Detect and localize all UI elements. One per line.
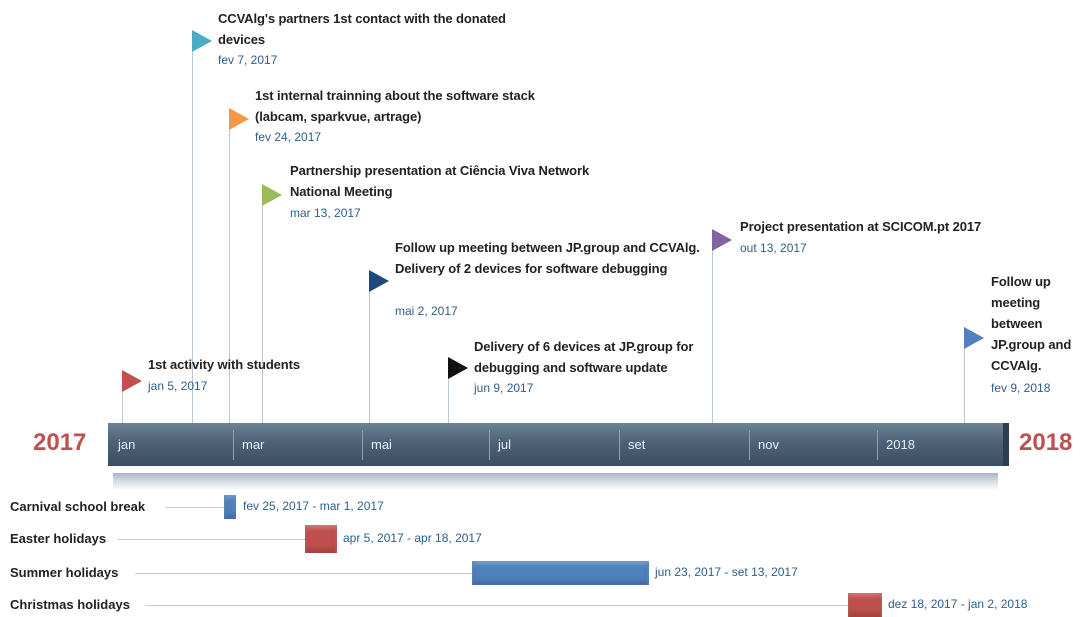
period-leader-line: [135, 573, 472, 574]
milestone-title: Follow up meeting between JP.group and C…: [991, 274, 1072, 373]
period-date-range: apr 5, 2017 - apr 18, 2017: [343, 531, 482, 545]
axis-shadow: [113, 473, 998, 489]
axis-month-label: mai: [371, 437, 392, 452]
period-leader-line: [118, 539, 305, 540]
period-leader-line: [145, 605, 848, 606]
milestone-date: out 13, 2017: [740, 241, 807, 255]
milestone-flag-icon: [448, 357, 468, 379]
axis-tick: [619, 430, 620, 460]
axis-tick: [749, 430, 750, 460]
period-date-range: fev 25, 2017 - mar 1, 2017: [243, 499, 384, 513]
axis-month-label: jan: [118, 437, 136, 452]
axis-month-label: set: [628, 437, 646, 452]
milestone-date: jan 5, 2017: [148, 379, 208, 393]
period-bar: [848, 593, 882, 617]
milestone-flag-icon: [192, 30, 212, 52]
milestone-flag-icon: [122, 370, 142, 392]
milestone-title: CCVAlg's partners 1st contact with the d…: [218, 11, 506, 47]
axis-tick: [362, 430, 363, 460]
milestone-flag-icon: [712, 229, 732, 251]
end-year-label: 2018: [1019, 429, 1073, 456]
milestone-date: mar 13, 2017: [290, 206, 361, 220]
milestone-title: 1st internal trainning about the softwar…: [255, 88, 535, 124]
period-label: Easter holidays: [10, 531, 107, 546]
milestone-title: Project presentation at SCICOM.pt 2017: [740, 219, 982, 234]
milestone-flag-icon: [229, 108, 249, 130]
milestone-title: Partnership presentation at Ciência Viva…: [290, 163, 590, 199]
milestone-title: Follow up meeting between JP.group and C…: [395, 240, 700, 276]
milestone-flag-icon: [369, 270, 389, 292]
milestone-line: [122, 372, 123, 423]
period-bar: [224, 495, 236, 519]
milestone-line: [192, 32, 193, 423]
axis-month-label: 2018: [886, 437, 915, 452]
milestone-line: [712, 231, 713, 423]
axis-month-label: mar: [242, 437, 265, 452]
milestone-date: jun 9, 2017: [474, 381, 534, 395]
milestone-date: fev 9, 2018: [991, 381, 1051, 395]
milestone-line: [448, 359, 449, 423]
milestone-flag-icon: [262, 184, 282, 206]
milestone-date: mai 2, 2017: [395, 304, 458, 318]
milestone-line: [369, 272, 370, 423]
axis-month-label: jul: [498, 437, 512, 452]
axis-tick: [233, 430, 234, 460]
period-label: Carnival school break: [10, 499, 146, 514]
milestone-date: fev 24, 2017: [255, 130, 322, 144]
period-label: Summer holidays: [10, 565, 119, 580]
period-bar: [305, 525, 337, 553]
milestone-flag-icon: [964, 327, 984, 349]
period-date-range: jun 23, 2017 - set 13, 2017: [655, 565, 798, 579]
axis-month-label: nov: [758, 437, 779, 452]
milestone-line: [229, 110, 230, 423]
axis-tick: [877, 430, 878, 460]
milestone-line: [262, 186, 263, 423]
axis-tick: [489, 430, 490, 460]
milestone-title: Delivery of 6 devices at JP.group for de…: [474, 339, 694, 375]
milestone-date: fev 7, 2017: [218, 53, 278, 67]
period-label: Christmas holidays: [10, 597, 130, 612]
milestone-title: 1st activity with students: [148, 357, 300, 372]
timeline-axis: [108, 423, 1009, 466]
period-leader-line: [165, 507, 224, 508]
period-bar: [472, 561, 649, 585]
milestone-line: [964, 329, 965, 423]
period-date-range: dez 18, 2017 - jan 2, 2018: [888, 597, 1028, 611]
start-year-label: 2017: [33, 429, 87, 456]
